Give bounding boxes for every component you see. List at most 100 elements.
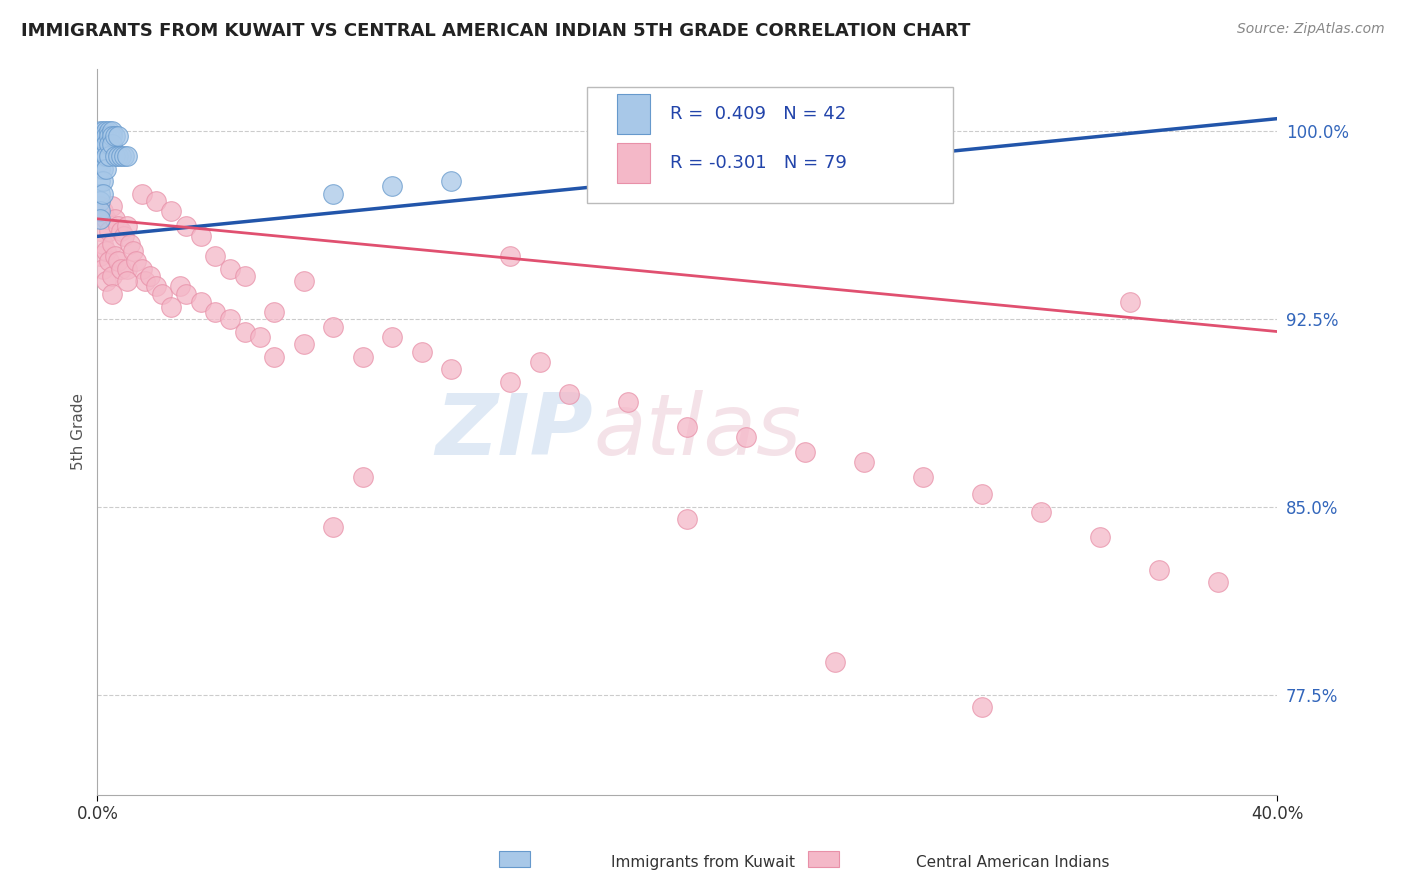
Bar	[617, 94, 650, 134]
Point	[853, 154, 876, 169]
Point	[104, 211, 127, 226]
Point	[824, 655, 846, 669]
Point	[322, 319, 344, 334]
Point	[89, 174, 111, 188]
Point	[1090, 530, 1112, 544]
Point	[98, 254, 121, 268]
Point	[104, 249, 127, 263]
Point	[104, 129, 127, 144]
Point	[96, 129, 118, 144]
Point	[249, 329, 271, 343]
Point	[91, 161, 114, 176]
Point	[219, 312, 242, 326]
FancyBboxPatch shape	[588, 87, 953, 203]
Point	[89, 211, 111, 226]
Point	[558, 387, 581, 401]
Point	[91, 186, 114, 201]
Point	[972, 487, 994, 501]
Point	[98, 136, 121, 151]
Point	[204, 249, 226, 263]
Point	[107, 149, 129, 163]
Bar	[617, 143, 650, 183]
Point	[104, 149, 127, 163]
Point	[89, 124, 111, 138]
Point	[101, 236, 124, 251]
Point	[101, 269, 124, 284]
Text: Immigrants from Kuwait: Immigrants from Kuwait	[612, 855, 794, 870]
Point	[125, 254, 148, 268]
Text: R =  0.409   N = 42: R = 0.409 N = 42	[669, 105, 846, 123]
Point	[107, 129, 129, 144]
Point	[89, 161, 111, 176]
Point	[139, 269, 162, 284]
Point	[352, 350, 374, 364]
Point	[101, 287, 124, 301]
Text: Source: ZipAtlas.com: Source: ZipAtlas.com	[1237, 22, 1385, 37]
Point	[160, 204, 183, 219]
Point	[115, 149, 138, 163]
Point	[96, 124, 118, 138]
Point	[204, 304, 226, 318]
Point	[101, 199, 124, 213]
Point	[91, 129, 114, 144]
Point	[89, 204, 111, 219]
Point	[89, 199, 111, 213]
Point	[233, 325, 256, 339]
Point	[174, 287, 197, 301]
Point	[98, 124, 121, 138]
Point	[150, 287, 173, 301]
Point	[112, 149, 135, 163]
Point	[101, 136, 124, 151]
Point	[98, 129, 121, 144]
Point	[107, 254, 129, 268]
Point	[735, 164, 758, 178]
Point	[110, 224, 132, 238]
Point	[115, 262, 138, 277]
Point	[96, 149, 118, 163]
Point	[91, 204, 114, 219]
Point	[121, 244, 143, 259]
Point	[107, 219, 129, 234]
Point	[292, 337, 315, 351]
Point	[98, 149, 121, 163]
Point	[134, 275, 156, 289]
Point	[440, 174, 463, 188]
Point	[131, 186, 153, 201]
Y-axis label: 5th Grade: 5th Grade	[72, 393, 86, 470]
Point	[96, 136, 118, 151]
Point	[972, 700, 994, 714]
Point	[91, 149, 114, 163]
Point	[292, 275, 315, 289]
Point	[96, 244, 118, 259]
Point	[1208, 575, 1230, 590]
Point	[89, 154, 111, 169]
Point	[233, 269, 256, 284]
Point	[89, 194, 111, 209]
Point	[1149, 563, 1171, 577]
Point	[676, 419, 699, 434]
Text: IMMIGRANTS FROM KUWAIT VS CENTRAL AMERICAN INDIAN 5TH GRADE CORRELATION CHART: IMMIGRANTS FROM KUWAIT VS CENTRAL AMERIC…	[21, 22, 970, 40]
Point	[912, 470, 935, 484]
Point	[89, 149, 111, 163]
Point	[131, 262, 153, 277]
Point	[110, 262, 132, 277]
Text: Central American Indians: Central American Indians	[915, 855, 1109, 870]
Point	[89, 186, 111, 201]
Point	[322, 186, 344, 201]
Point	[853, 455, 876, 469]
Point	[190, 294, 212, 309]
Point	[91, 236, 114, 251]
Point	[529, 354, 551, 368]
Point	[115, 275, 138, 289]
Point	[96, 161, 118, 176]
Point	[190, 229, 212, 244]
Point	[263, 350, 285, 364]
Point	[735, 430, 758, 444]
Point	[411, 344, 433, 359]
Point	[96, 275, 118, 289]
Point	[96, 211, 118, 226]
Point	[91, 174, 114, 188]
Point	[101, 124, 124, 138]
Point	[617, 394, 640, 409]
Point	[160, 300, 183, 314]
